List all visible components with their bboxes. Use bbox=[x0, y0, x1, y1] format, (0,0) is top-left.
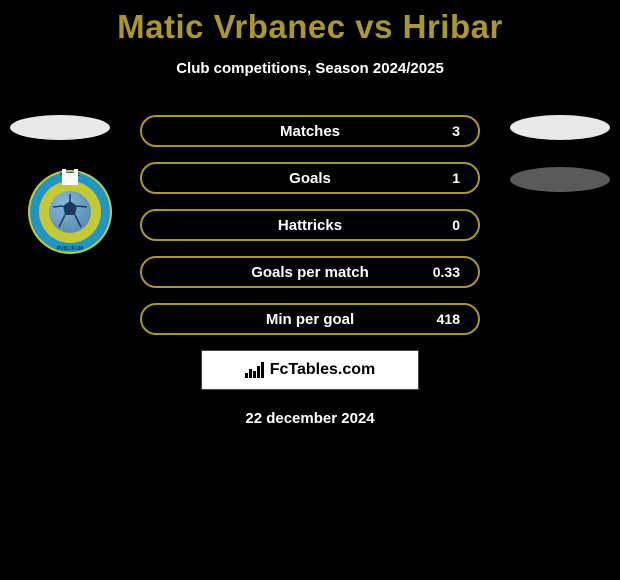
stat-label: Matches bbox=[200, 123, 420, 140]
badge-text-bottom: PUBLIKUM bbox=[28, 246, 112, 252]
stat-right-value: 3 bbox=[420, 123, 460, 139]
stat-right-value: 1 bbox=[420, 170, 460, 186]
page-title: Matic Vrbanec vs Hribar bbox=[0, 8, 620, 46]
stat-row-min-per-goal: Min per goal 418 bbox=[140, 303, 480, 335]
player-right-placeholder-bottom bbox=[510, 167, 610, 192]
page-subtitle: Club competitions, Season 2024/2025 bbox=[0, 60, 620, 77]
castle-icon bbox=[62, 173, 78, 185]
stat-row-goals-per-match: Goals per match 0.33 bbox=[140, 256, 480, 288]
stat-label: Goals bbox=[200, 170, 420, 187]
stat-row-goals: Goals 1 bbox=[140, 162, 480, 194]
stat-label: Min per goal bbox=[200, 311, 420, 328]
header: Matic Vrbanec vs Hribar Club competition… bbox=[0, 0, 620, 77]
stat-right-value: 418 bbox=[420, 311, 460, 327]
brand-logo[interactable]: FcTables.com bbox=[201, 350, 419, 390]
stats-table: Matches 3 Goals 1 Hattricks 0 Goals per … bbox=[140, 115, 480, 335]
stat-right-value: 0 bbox=[420, 217, 460, 233]
player-left-placeholder-top bbox=[10, 115, 110, 140]
footer-date: 22 december 2024 bbox=[0, 410, 620, 427]
stat-label: Hattricks bbox=[200, 217, 420, 234]
stat-label: Goals per match bbox=[200, 264, 420, 281]
player-right-placeholder-top bbox=[510, 115, 610, 140]
main-content: NK CMC PUBLIKUM Matches bbox=[0, 115, 620, 427]
club-badge: NK CMC PUBLIKUM bbox=[28, 170, 112, 254]
stat-right-value: 0.33 bbox=[420, 264, 460, 280]
stat-row-matches: Matches 3 bbox=[140, 115, 480, 147]
stat-row-hattricks: Hattricks 0 bbox=[140, 209, 480, 241]
bar-chart-icon bbox=[245, 362, 264, 378]
brand-name: FcTables.com bbox=[270, 361, 376, 379]
football-icon bbox=[49, 191, 91, 233]
